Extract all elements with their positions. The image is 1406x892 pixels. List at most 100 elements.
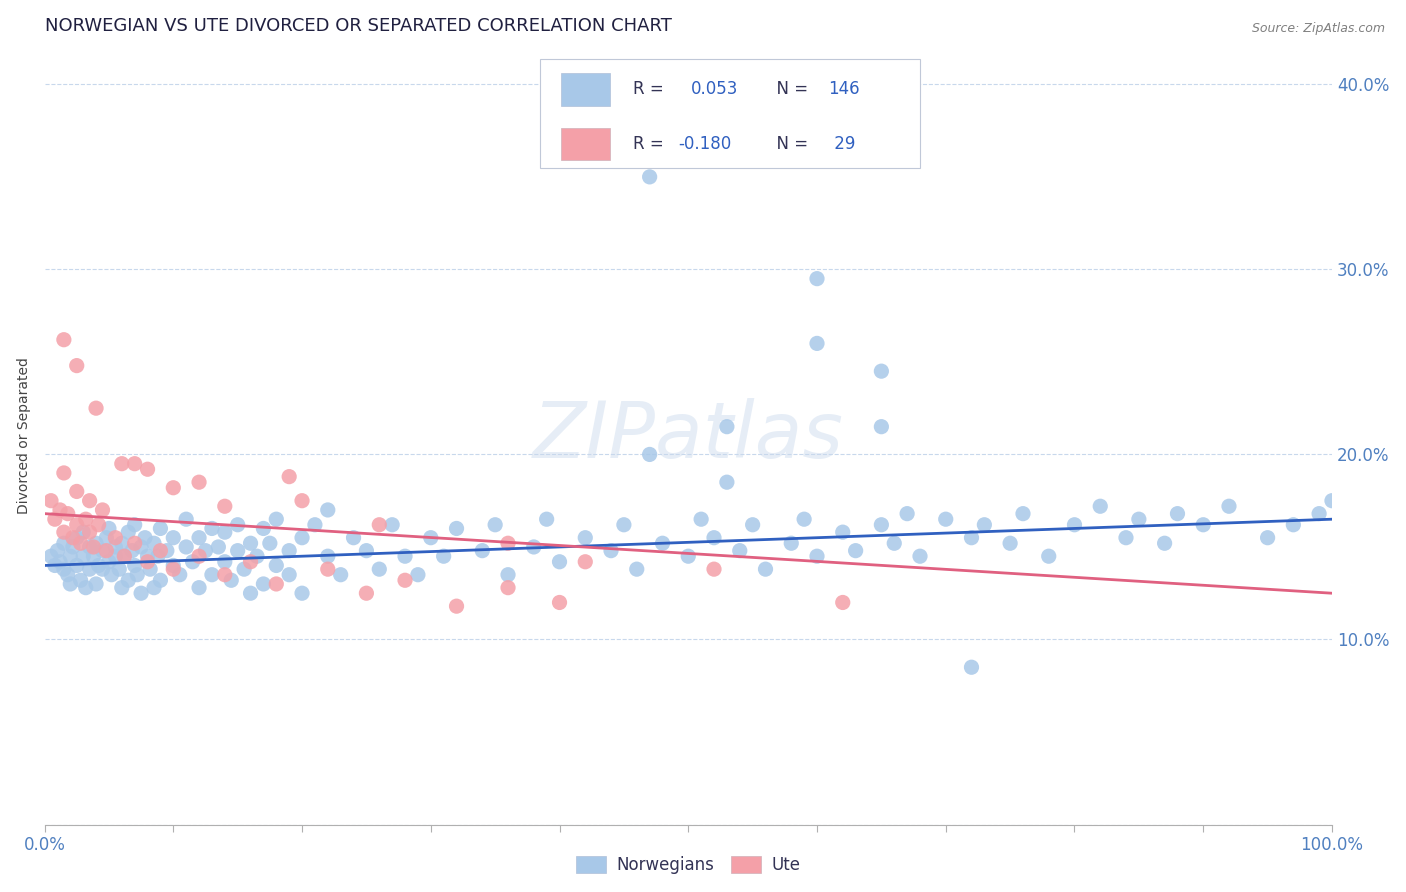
Point (188, 475, 211, 490)
Point (79, 493, 101, 508)
Point (935, 512, 957, 526)
Point (1063, 517, 1085, 532)
Point (149, 543, 172, 558)
Point (87, 517, 110, 532)
Point (613, 517, 636, 532)
Point (219, 574, 242, 588)
Point (638, 447, 661, 461)
Point (194, 543, 217, 558)
Point (728, 543, 751, 558)
Point (100, 567, 122, 582)
Point (91, 503, 114, 517)
Point (149, 521, 172, 535)
Point (329, 567, 352, 582)
Point (174, 540, 197, 554)
Point (1038, 549, 1060, 564)
Text: R =: R = (633, 135, 669, 153)
Point (1115, 531, 1137, 545)
Point (44, 512, 66, 526)
Point (316, 549, 339, 564)
Point (638, 169, 661, 184)
Y-axis label: Divorced or Separated: Divorced or Separated (17, 358, 31, 515)
Point (82, 549, 104, 564)
Point (252, 521, 274, 535)
Point (127, 567, 149, 582)
Point (49, 503, 72, 517)
Point (651, 536, 673, 550)
Legend: Norwegians, Ute: Norwegians, Ute (568, 847, 808, 882)
Point (52, 466, 75, 480)
Point (79, 540, 101, 554)
Point (82, 540, 104, 554)
Point (548, 595, 571, 609)
Point (66, 359, 89, 373)
Point (124, 457, 146, 471)
Point (79, 562, 101, 576)
Bar (561, 73, 610, 106)
Point (143, 536, 166, 550)
Point (703, 531, 725, 545)
Point (214, 500, 236, 514)
Point (44, 558, 66, 573)
Point (394, 549, 416, 564)
Point (104, 549, 127, 564)
Point (112, 549, 135, 564)
Point (52, 525, 75, 540)
Point (1308, 507, 1330, 521)
Point (188, 581, 211, 595)
Point (124, 517, 146, 532)
Point (39, 549, 62, 564)
Point (149, 574, 172, 588)
Point (754, 562, 776, 576)
Point (496, 581, 519, 595)
Point (291, 586, 314, 600)
Point (112, 549, 135, 564)
Point (49, 555, 72, 569)
Point (111, 457, 134, 471)
Text: NORWEGIAN VS UTE DIVORCED OR SEPARATED CORRELATION CHART: NORWEGIAN VS UTE DIVORCED OR SEPARATED C… (45, 17, 672, 35)
Point (896, 507, 918, 521)
Point (626, 562, 648, 576)
Point (806, 549, 828, 564)
Point (356, 543, 378, 558)
Point (741, 517, 763, 532)
Point (156, 543, 179, 558)
Point (831, 595, 853, 609)
Point (446, 521, 468, 535)
Point (239, 536, 262, 550)
Point (84, 401, 107, 416)
Point (446, 599, 468, 614)
Point (1257, 531, 1279, 545)
Point (716, 419, 738, 434)
Point (66, 558, 89, 573)
Text: ZIPatlas: ZIPatlas (533, 398, 844, 474)
Point (883, 536, 905, 550)
Point (146, 549, 169, 564)
Point (72, 549, 94, 564)
Point (117, 574, 139, 588)
Text: 29: 29 (828, 135, 855, 153)
Point (600, 543, 623, 558)
Point (52, 333, 75, 347)
Point (342, 531, 364, 545)
Point (484, 517, 506, 532)
Point (104, 531, 127, 545)
Point (97, 555, 120, 569)
Point (496, 536, 519, 550)
Point (471, 543, 494, 558)
Point (162, 531, 184, 545)
Point (381, 517, 404, 532)
Point (66, 531, 89, 545)
Point (69, 574, 91, 588)
Point (278, 543, 301, 558)
Point (139, 562, 162, 576)
Point (419, 531, 441, 545)
Point (52, 562, 75, 576)
Point (124, 536, 146, 550)
Point (162, 481, 184, 495)
Point (394, 574, 416, 588)
Point (136, 555, 159, 569)
Point (870, 517, 893, 532)
Text: -0.180: -0.180 (678, 135, 731, 153)
Point (780, 536, 803, 550)
